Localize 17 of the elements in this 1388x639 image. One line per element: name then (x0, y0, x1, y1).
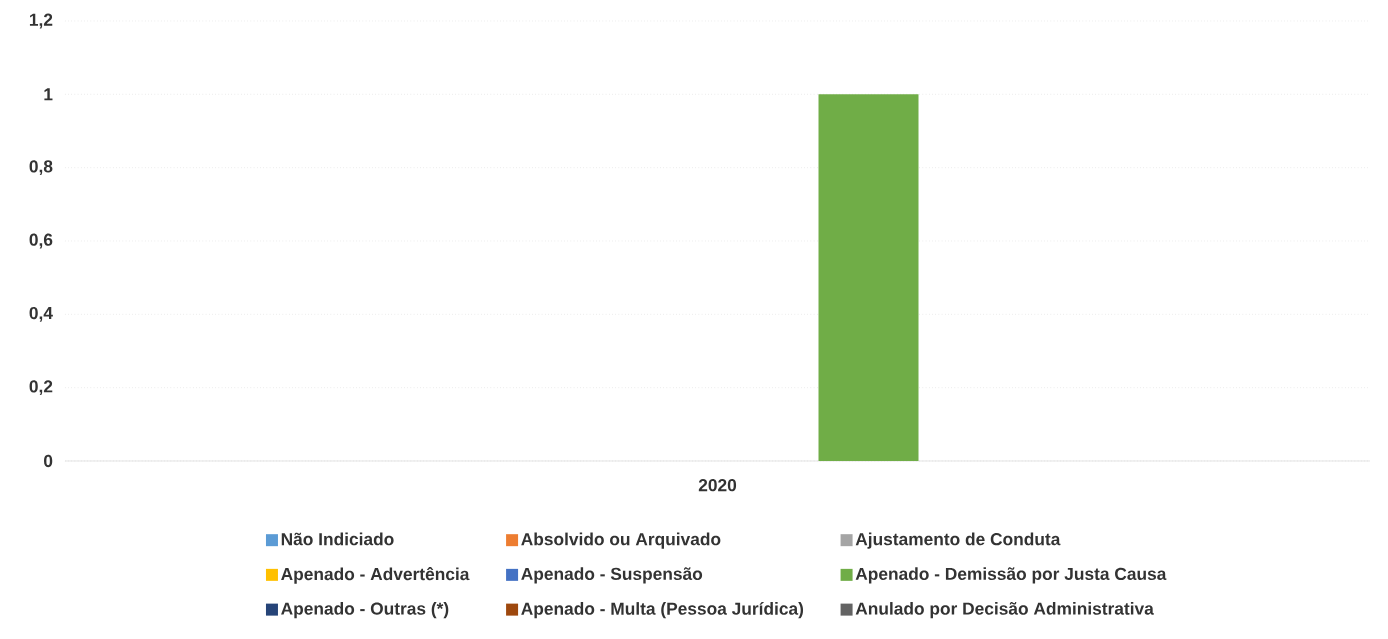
y-tick-label: 1 (44, 88, 53, 101)
legend-label: Absolvido ou Arquivado (521, 532, 721, 549)
legend-label: Apenado - Outras (*) (281, 602, 449, 619)
y-tick-label: 0,4 (29, 306, 53, 322)
legend-label: Apenado - Advertência (281, 567, 470, 584)
y-tick-label: 0 (44, 454, 53, 468)
y-tick-label: 1,2 (29, 13, 53, 29)
legend-label: Anulado por Decisão Administrativa (855, 602, 1154, 619)
y-tick-label: 0,2 (29, 380, 53, 396)
legend-label: Apenado - Suspensão (521, 567, 703, 584)
legend-label: Apenado - Demissão por Justa Causa (855, 567, 1167, 584)
legend-label: Apenado - Multa (Pessoa Jurídica) (521, 601, 804, 619)
legend-label: Ajustamento de Conduta (855, 532, 1061, 549)
x-tick-label: 2020 (698, 479, 737, 492)
y-tick-label: 0,8 (29, 160, 53, 176)
y-tick-label: 0,6 (29, 233, 53, 249)
legend-label: Não Indiciado (281, 532, 394, 546)
